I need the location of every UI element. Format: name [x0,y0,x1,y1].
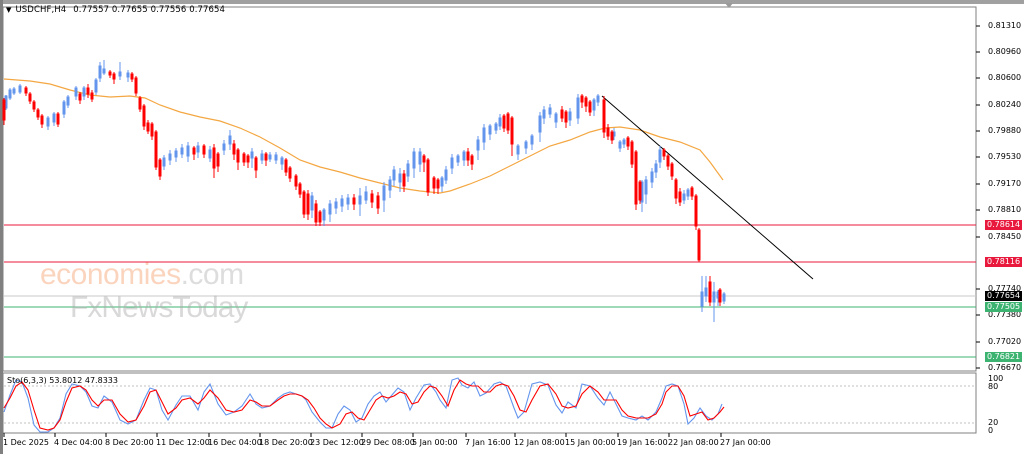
stoch-signal-line [3,379,725,431]
time-tick: 1 Dec 2025 [3,438,50,447]
time-tick: 22 Jan 08:00 [668,438,719,447]
stoch-level-label: 100 [988,374,1004,383]
stochastic-label: Sto(6,3,3) 53.8012 47.8333 [7,376,118,385]
price-axis-ticks [976,25,980,369]
price-tick: 0.78810 [988,205,1022,214]
stoch-level-label: 0 [988,426,994,435]
stoch-level-label: 80 [988,382,999,391]
price-tick: 0.77020 [988,337,1022,346]
main-chart-frame [2,6,977,372]
stoch-level-label: 20 [988,418,999,427]
time-tick: 15 Jan 00:00 [565,438,616,447]
time-tick: 19 Jan 16:00 [617,438,668,447]
time-tick: 12 Jan 08:00 [514,438,565,447]
resistance-tag-78116: 0.78116 [985,257,1022,267]
price-tick: 0.80960 [988,47,1022,56]
moving-average-line [3,78,724,194]
time-axis-ticks [3,433,722,437]
time-tick: 11 Dec 12:00 [156,438,210,447]
time-tick: 7 Jan 16:00 [465,438,511,447]
window-left-border [0,0,3,454]
support-tag-77505: 0.77505 [985,302,1022,312]
time-tick: 23 Dec 12:00 [310,438,364,447]
stoch-main-line [3,377,723,433]
ohlc-values: 0.77557 0.77655 0.77556 0.77654 [73,5,226,15]
price-tick: 0.80240 [988,100,1022,109]
price-tick: 0.81310 [988,21,1022,30]
price-tick: 0.77740 [988,284,1022,293]
symbol-label: USDCHF,H4 [15,5,67,15]
downtrend-line[interactable] [601,95,814,280]
candlesticks [2,60,726,322]
time-tick: 27 Jan 00:00 [720,438,771,447]
chart-header: ▼ USDCHF,H4 0.77557 0.77655 0.77556 0.77… [6,5,225,15]
price-tick: 0.78450 [988,232,1022,241]
stoch-frame [2,372,977,434]
watermark-main-text: economies [40,258,181,291]
time-tick: 29 Dec 08:00 [361,438,415,447]
price-tick: 0.79880 [988,126,1022,135]
triangle-down-icon[interactable]: ▼ [6,6,12,14]
price-tick: 0.80600 [988,73,1022,82]
watermark-fxnewstoday: FxNewsToday [70,291,248,324]
time-tick: 8 Dec 20:00 [105,438,154,447]
price-tick: 0.77380 [988,310,1022,319]
time-tick: 16 Dec 04:00 [208,438,262,447]
watermark-economies: economies.com [40,258,244,292]
price-tick: 0.79170 [988,179,1022,188]
time-tick: 4 Dec 04:00 [54,438,103,447]
time-tick: 18 Dec 20:00 [259,438,313,447]
time-tick: 5 Jan 00:00 [412,438,458,447]
price-tick: 0.76670 [988,363,1022,372]
support-tag-76821: 0.76821 [985,352,1022,362]
current-price-tag: 0.77654 [985,291,1022,301]
watermark-suffix: .com [180,258,245,291]
chart-shift-marker-icon[interactable] [725,3,733,8]
window-top-border [0,0,1024,4]
price-tick: 0.79530 [988,152,1022,161]
resistance-tag-78614: 0.78614 [985,220,1022,230]
